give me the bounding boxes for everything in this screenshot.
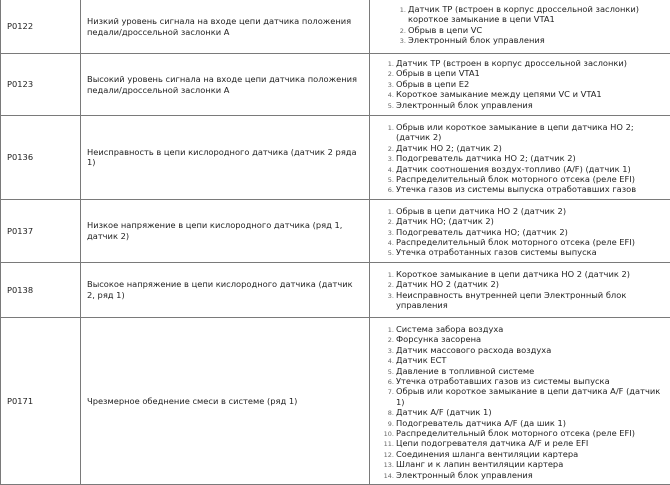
dtc-code: P0123 xyxy=(1,54,81,116)
dtc-description: Чрезмерное обеднение смеси в системе (ря… xyxy=(81,317,370,484)
cause-item: Электронный блок управления xyxy=(396,100,667,110)
cause-item: Обрыв в цепи VTA1 xyxy=(396,68,667,78)
dtc-causes: Датчик ТР (встроен в корпус дроссельной … xyxy=(370,0,670,54)
cause-item: Датчик HO; (датчик 2) xyxy=(396,216,667,226)
cause-item: Шланг и к лапин вентиляции картера xyxy=(396,459,667,469)
cause-item: Система забора воздуха xyxy=(396,324,667,334)
dtc-code: P0137 xyxy=(1,199,81,262)
cause-item: Датчик ТР (встроен в корпус дроссельной … xyxy=(408,4,667,25)
dtc-code: P0136 xyxy=(1,116,81,200)
cause-item: Цепи подогревателя датчика A/F и реле EF… xyxy=(396,438,667,448)
cause-item: Распределительный блок моторного отсека … xyxy=(396,237,667,247)
cause-item: Распределительный блок моторного отсека … xyxy=(396,174,667,184)
cause-item: Обрыв в цепи E2 xyxy=(396,79,667,89)
dtc-causes: Короткое замыкание в цепи датчика HO 2 (… xyxy=(370,262,670,317)
cause-item: Подогреватель датчика HO 2; (датчик 2) xyxy=(396,153,667,163)
cause-item: Соединения шланга вентиляции картера xyxy=(396,449,667,459)
cause-item: Утечка газов из системы выпуска отработа… xyxy=(396,184,667,194)
dtc-description: Низкое напряжение в цепи кислородного да… xyxy=(81,199,370,262)
cause-item: Датчик HO 2 (датчик 2) xyxy=(396,279,667,289)
cause-item: Электронный блок управления xyxy=(396,470,667,480)
dtc-description: Низкий уровень сигнала на входе цепи дат… xyxy=(81,0,370,54)
dtc-code: P0122 xyxy=(1,0,81,54)
cause-item: Короткое замыкание в цепи датчика HO 2 (… xyxy=(396,269,667,279)
dtc-description: Высокий уровень сигнала на входе цепи да… xyxy=(81,54,370,116)
cause-item: Датчик ECT xyxy=(396,355,667,365)
cause-list: Обрыв в цепи датчика HO 2 (датчик 2)Датч… xyxy=(382,206,667,258)
cause-list: Обрыв или короткое замыкание в цепи датч… xyxy=(382,122,667,195)
cause-item: Обрыв в цепи датчика HO 2 (датчик 2) xyxy=(396,206,667,216)
cause-item: Подогреватель датчика HO; (датчик 2) xyxy=(396,227,667,237)
cause-item: Утечка отработанных газов системы выпуск… xyxy=(396,247,667,257)
cause-list: Система забора воздухаФорсунка засоренаД… xyxy=(382,324,667,480)
dtc-description: Высокое напряжение в цепи кислородного д… xyxy=(81,262,370,317)
cause-item: Утечка отработавших газов из системы вып… xyxy=(396,376,667,386)
cause-item: Обрыв в цепи VC xyxy=(408,25,667,35)
cause-item: Электронный блок управления xyxy=(408,35,667,45)
cause-item: Короткое замыкание между цепями VC и VTA… xyxy=(396,89,667,99)
dtc-causes: Обрыв в цепи датчика HO 2 (датчик 2)Датч… xyxy=(370,199,670,262)
dtc-code: P0138 xyxy=(1,262,81,317)
cause-list: Короткое замыкание в цепи датчика HO 2 (… xyxy=(382,269,667,311)
cause-item: Распределительный блок моторного отсека … xyxy=(396,428,667,438)
cause-item: Подогреватель датчика A/F (да шик 1) xyxy=(396,418,667,428)
dtc-description: Неисправность в цепи кислородного датчик… xyxy=(81,116,370,200)
cause-list: Датчик ТР (встроен в корпус дроссельной … xyxy=(382,58,667,110)
cause-item: Датчик A/F (датчик 1) xyxy=(396,407,667,417)
dtc-causes: Обрыв или короткое замыкание в цепи датч… xyxy=(370,116,670,200)
cause-item: Давление в топливной системе xyxy=(396,366,667,376)
cause-item: Обрыв или короткое замыкание в цепи датч… xyxy=(396,122,667,143)
cause-list: Датчик ТР (встроен в корпус дроссельной … xyxy=(394,4,667,46)
cause-item: Обрыв или короткое замыкание в цепи датч… xyxy=(396,386,667,407)
cause-item: Датчик массового расхода воздуха xyxy=(396,345,667,355)
dtc-code: P0171 xyxy=(1,317,81,484)
cause-item: Датчик соотношения воздух-топливо (A/F) … xyxy=(396,164,667,174)
dtc-causes: Система забора воздухаФорсунка засоренаД… xyxy=(370,317,670,484)
cause-item: Форсунка засорена xyxy=(396,334,667,344)
cause-item: Датчик ТР (встроен в корпус дроссельной … xyxy=(396,58,667,68)
cause-item: Неисправность внутренней цепи Электронны… xyxy=(396,290,667,311)
dtc-causes: Датчик ТР (встроен в корпус дроссельной … xyxy=(370,54,670,116)
cause-item: Датчик HO 2; (датчик 2) xyxy=(396,143,667,153)
